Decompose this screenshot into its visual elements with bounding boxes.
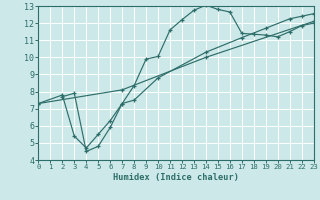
X-axis label: Humidex (Indice chaleur): Humidex (Indice chaleur)	[113, 173, 239, 182]
